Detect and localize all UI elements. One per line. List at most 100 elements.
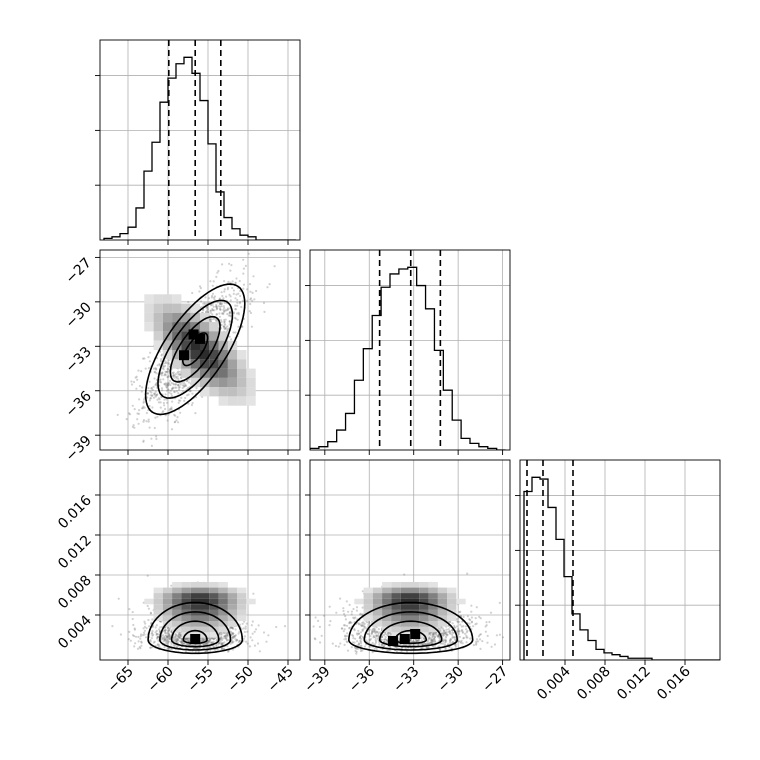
scatter-point (343, 612, 346, 616)
scatter-point (355, 632, 359, 635)
scatter-point (155, 368, 158, 371)
density-cell (363, 615, 373, 621)
scatter-point (174, 635, 177, 638)
scatter-point (165, 635, 168, 639)
density-cell (200, 615, 210, 621)
scatter-point (164, 632, 167, 635)
scatter-point (220, 643, 223, 646)
scatter-point (188, 378, 191, 381)
scatter-point (178, 636, 181, 639)
density-cell (172, 609, 182, 616)
scatter-point (140, 633, 143, 636)
scatter-point (257, 624, 260, 627)
scatter-point (357, 643, 360, 646)
density-cell (200, 604, 210, 610)
scatter-point (158, 398, 161, 401)
scatter-point (175, 386, 178, 389)
scatter-point (242, 637, 245, 640)
scatter-point (213, 298, 216, 301)
density-cell (218, 582, 228, 588)
scatter-point (185, 637, 188, 640)
scatter-point (248, 310, 251, 313)
scatter-point (155, 633, 158, 637)
density-cell (391, 593, 401, 599)
scatter-point (185, 638, 188, 641)
scatter-point (164, 382, 167, 385)
scatter-point (143, 629, 146, 632)
scatter-point (453, 636, 456, 639)
scatter-point (246, 288, 249, 291)
density-cell (447, 593, 457, 599)
scatter-point (486, 641, 489, 644)
scatter-point (160, 396, 163, 399)
scatter-point (155, 372, 158, 375)
scatter-point (222, 312, 225, 316)
scatter-point (155, 624, 158, 627)
scatter-point (172, 636, 176, 639)
scatter-point (138, 398, 141, 401)
scatter-point (433, 638, 436, 641)
scatter-point (468, 622, 471, 625)
scatter-point (150, 437, 153, 440)
scatter-point (170, 428, 174, 431)
scatter-point (231, 632, 234, 635)
scatter-point (177, 370, 180, 373)
scatter-point (237, 313, 240, 316)
scatter-point (348, 622, 351, 625)
scatter-point (183, 638, 187, 641)
scatter-point (228, 262, 231, 265)
density-cell (200, 322, 210, 332)
scatter-point (228, 627, 231, 630)
density-cell (209, 387, 219, 397)
scatter-point (171, 400, 174, 403)
density-cell (363, 598, 373, 605)
scatter-point (170, 408, 173, 411)
scatter-point (131, 425, 134, 428)
scatter-point (442, 629, 445, 632)
scatter-point (217, 643, 220, 646)
scatter-point (344, 637, 348, 641)
scatter-point (365, 621, 369, 624)
scatter-point (224, 635, 227, 638)
scatter-point (198, 643, 201, 646)
scatter-point (444, 631, 447, 634)
density-cell (428, 609, 438, 616)
density-cell (181, 621, 191, 627)
scatter-point (173, 390, 176, 394)
density-cell (227, 604, 238, 610)
scatter-point (350, 613, 353, 616)
scatter-point (438, 648, 442, 652)
scatter-point (163, 636, 166, 639)
scatter-point (223, 288, 226, 291)
scatter-point (178, 632, 181, 635)
scatter-point (201, 638, 204, 641)
scatter-point (475, 643, 478, 646)
scatter-point (456, 620, 459, 623)
scatter-point (359, 612, 362, 615)
density-cell (200, 582, 210, 588)
scatter-point (455, 625, 459, 628)
scatter-point (442, 638, 445, 641)
scatter-point (436, 635, 439, 638)
scatter-point (239, 300, 242, 304)
scatter-point (234, 331, 237, 334)
scatter-point (357, 632, 360, 635)
density-cell (209, 587, 219, 594)
scatter-point (149, 397, 152, 400)
scatter-point (444, 647, 447, 650)
scatter-point (165, 640, 168, 643)
scatter-point (226, 325, 229, 328)
scatter-point (211, 308, 214, 312)
scatter-point (186, 380, 189, 383)
scatter-point (370, 630, 374, 634)
scatter-point (375, 647, 378, 651)
scatter-point (318, 625, 321, 629)
scatter-point (148, 399, 151, 402)
scatter-point (205, 641, 208, 645)
scatter-point (361, 606, 364, 609)
scatter-point (168, 409, 171, 412)
density-cell (382, 582, 392, 588)
scatter-point (218, 303, 221, 306)
scatter-point (156, 635, 159, 639)
scatter-point (253, 298, 256, 301)
